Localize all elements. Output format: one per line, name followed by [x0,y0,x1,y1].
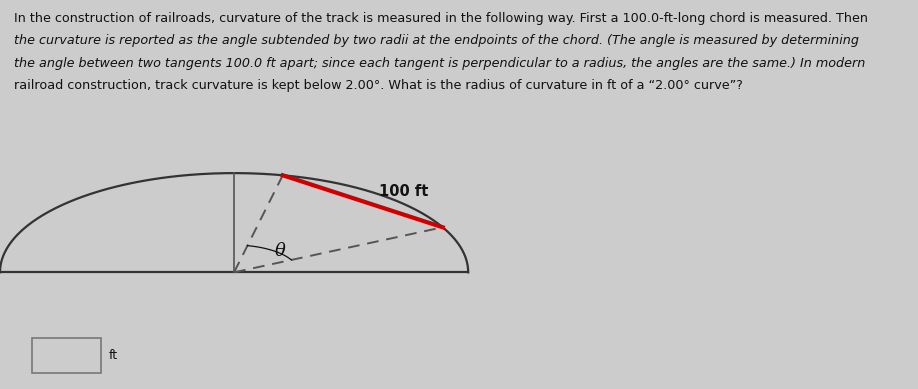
Text: railroad construction, track curvature is kept below 2.00°. What is the radius o: railroad construction, track curvature i… [14,79,743,92]
Text: 100 ft: 100 ft [379,184,429,199]
Text: ft: ft [108,349,118,363]
Bar [32,338,101,373]
Text: the angle between two tangents 100.0 ft apart; since each tangent is perpendicul: the angle between two tangents 100.0 ft … [14,57,865,70]
Text: In the construction of railroads, curvature of the track is measured in the foll: In the construction of railroads, curvat… [14,12,868,25]
Text: the curvature is reported as the angle subtended by two radii at the endpoints o: the curvature is reported as the angle s… [14,34,858,47]
Text: θ: θ [274,242,285,260]
